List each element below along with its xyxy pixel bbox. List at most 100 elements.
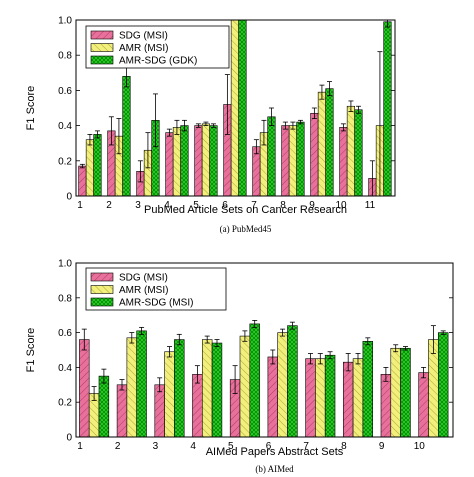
bar-amr-5 [239,335,251,438]
legend-label-sdg: SDG (MSI) [119,273,168,284]
bar-amr-sdg-8 [362,340,373,438]
bar-sdg-8 [281,125,290,197]
y-tick-label: 0 [66,192,72,203]
x-tick-label: 7 [303,441,309,452]
y-tick-label: 0.8 [58,51,72,62]
bar-sdg-8 [342,361,354,438]
bar-amr-sdg-11 [383,21,392,197]
y-tick-label: 0.2 [58,156,72,167]
bar-amr-sdg-2 [122,76,131,197]
caption: (a) PubMed45 [220,224,272,234]
bar-amr-10 [428,339,439,438]
bar-amr-sdg-7 [267,116,276,197]
bar-amr-sdg-8 [296,121,305,197]
bar-amr-4 [172,127,181,197]
x-tick-label: 7 [251,200,257,211]
bar-sdg-9 [310,112,319,197]
bar-amr-8 [352,358,364,438]
x-tick-label: 2 [106,200,112,211]
y-tick-label: 0 [66,433,72,444]
x-tick-label: 3 [135,200,141,211]
legend-swatch-amr-sdg [90,297,114,307]
bars [79,320,449,438]
x-tick-label: 8 [341,441,347,452]
legend-label-amr-sdg: AMR-SDG (GDK) [119,56,197,67]
x-tick-label: 6 [266,441,272,452]
legend-swatch-sdg [90,30,114,40]
x-axis-label: AIMed Papers Abstract Sets [206,446,344,458]
bar-sdg-3 [154,384,165,438]
legend-swatch-sdg [90,272,114,282]
bar-amr-9 [317,91,326,197]
chart-aimed: 0 0.2 0.4 0.6 0.8 1.0 1 2 3 4 5 6 7 8 9 10 F1 Score AI… [25,259,454,474]
bar-sdg-10 [418,372,429,438]
bar-amr-8 [288,125,297,197]
bar-amr-7 [315,358,326,438]
bars [78,19,392,197]
bar-sdg-10 [339,127,348,197]
x-tick-label: 5 [228,441,234,452]
bar-sdg-1 [78,165,87,197]
x-tick-label: 2 [115,441,121,452]
bar-amr-sdg-1 [98,375,110,438]
y-tick-label: 0.6 [58,86,72,97]
x-tick-label: 1 [77,200,83,211]
x-tick-label: 5 [193,200,199,211]
bar-amr-9 [390,347,401,438]
legend-swatch-amr [90,285,114,294]
bar-amr-sdg-5 [209,125,218,197]
y-tick-label: 1.0 [58,16,72,27]
bar-amr-10 [346,105,355,197]
bar-sdg-5 [194,125,203,197]
bar-amr-sdg-3 [174,339,185,438]
bar-amr-sdg-2 [136,330,147,438]
y-tick-label: 0.8 [58,293,72,304]
bar-amr-sdg-5 [249,323,260,438]
bar-amr-sdg-7 [324,354,336,438]
y-axis-label: F1 Score [25,86,37,131]
x-tick-label: 9 [379,441,385,452]
legend: SDG (MSI)AMR (MSI) AMR-SDG (GDK) [85,25,230,69]
x-tick-label: 10 [414,441,426,452]
x-tick-label: 8 [280,200,286,211]
y-tick-label: 0.6 [58,328,72,339]
bar-amr-6 [277,332,288,438]
x-tick-label: 9 [309,200,315,211]
x-tick-label: 4 [190,441,196,452]
bar-amr-sdg-9 [325,88,334,197]
x-axis-label: PubMed Article Sets on Cancer Research [144,204,347,216]
bar-amr-sdg-4 [211,342,223,438]
bar-sdg-7 [305,358,316,438]
legend-label-amr: AMR (MSI) [119,285,168,296]
y-tick-label: 1.0 [58,259,72,270]
bar-amr-6 [230,19,239,197]
legend-label-amr: AMR (MSI) [119,43,168,54]
bar-amr-2 [126,337,137,438]
bar-sdg-1 [79,339,90,438]
x-tick-label: 4 [164,200,170,211]
bar-amr-sdg-10 [437,332,449,438]
y-axis-label: F1 Score [25,328,37,373]
bar-amr-sdg-6 [238,19,247,197]
bar-amr-sdg-6 [287,325,298,438]
y-tick-label: 0.4 [58,363,72,374]
bar-amr-5 [201,123,210,197]
bar-amr-1 [85,139,94,197]
bar-amr-sdg-4 [180,125,189,197]
caption: (b) AIMed [255,464,294,474]
bar-amr-sdg-1 [93,134,102,197]
bar-amr-4 [201,339,213,438]
x-tick-label: 10 [335,200,347,211]
x-tick-label: 3 [153,441,159,452]
x-tick-label: 11 [365,200,376,211]
x-ticks: 1 2 3 4 5 6 7 8 9 10 [77,441,425,452]
plot-frame [75,262,454,438]
chart-pubmed45: 00.20.40.60.81.0 1 2 3 4 5 6 7 8 9 10 11 F1 Score … [25,16,396,234]
bar-sdg-6 [267,356,278,438]
y-tick-label: 0.4 [58,121,72,132]
bar-amr-sdg-9 [400,347,411,438]
bar-sdg-4 [165,132,174,197]
bar-sdg-2 [116,384,128,438]
bar-amr-sdg-10 [354,109,363,197]
